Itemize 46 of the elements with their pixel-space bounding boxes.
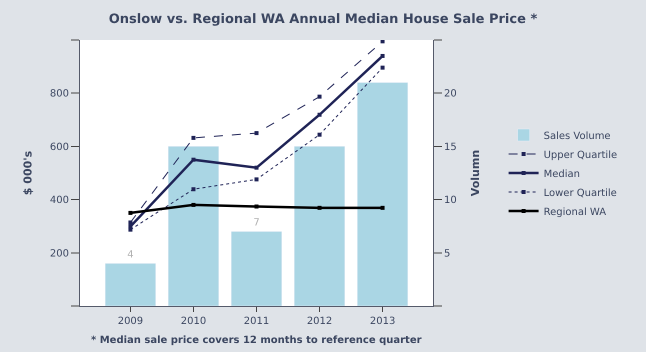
point bbox=[254, 166, 258, 170]
point bbox=[128, 210, 132, 215]
point bbox=[318, 206, 322, 210]
chart-title: Onslow vs. Regional WA Annual Median House Sale Price * bbox=[108, 12, 538, 28]
x-tick-label: 2010 bbox=[180, 316, 206, 327]
point bbox=[191, 136, 196, 140]
y2-tick-label: 5 bbox=[444, 248, 450, 260]
y-tick-label: 600 bbox=[50, 142, 69, 153]
bar bbox=[357, 82, 408, 306]
y-axis-title: $ 000's bbox=[22, 150, 35, 196]
y2-axis-title: Volumn bbox=[468, 150, 482, 196]
point bbox=[318, 112, 322, 117]
x-tick-label: 2009 bbox=[118, 316, 144, 327]
point bbox=[318, 94, 322, 99]
point bbox=[318, 132, 322, 137]
point bbox=[380, 54, 385, 58]
bar bbox=[104, 263, 156, 306]
point bbox=[380, 40, 385, 44]
bar bbox=[231, 231, 282, 306]
x-tick-label: 2012 bbox=[306, 316, 332, 327]
y-tick-label: 800 bbox=[50, 88, 69, 100]
legend-label: Median bbox=[544, 168, 580, 180]
y-tick-label: 200 bbox=[50, 248, 69, 260]
y2-tick-label: 15 bbox=[444, 142, 457, 153]
point bbox=[191, 187, 196, 192]
point bbox=[254, 131, 258, 136]
point bbox=[128, 228, 132, 232]
legend-label: Upper Quartile bbox=[544, 150, 618, 161]
x-tick-label: 2011 bbox=[244, 316, 270, 327]
legend-label: Sales Volume bbox=[544, 130, 611, 142]
y-tick-label: 400 bbox=[50, 195, 69, 206]
y2-tick-label: 10 bbox=[444, 195, 457, 206]
bar bbox=[294, 146, 345, 306]
x-tick-label: 2013 bbox=[370, 316, 396, 327]
point bbox=[380, 66, 385, 70]
point bbox=[191, 202, 196, 207]
legend-label: Regional WA bbox=[544, 206, 606, 218]
bar bbox=[168, 146, 219, 306]
point bbox=[254, 177, 258, 182]
data-label: 7 bbox=[253, 218, 260, 229]
data-label: 4 bbox=[127, 249, 134, 260]
point bbox=[191, 158, 196, 162]
y2-tick-label: 20 bbox=[444, 88, 457, 100]
text: * Median sale price covers 12 months to reference quarter bbox=[91, 335, 422, 346]
legend-label: Lower Quartile bbox=[544, 188, 617, 199]
point bbox=[380, 206, 385, 210]
